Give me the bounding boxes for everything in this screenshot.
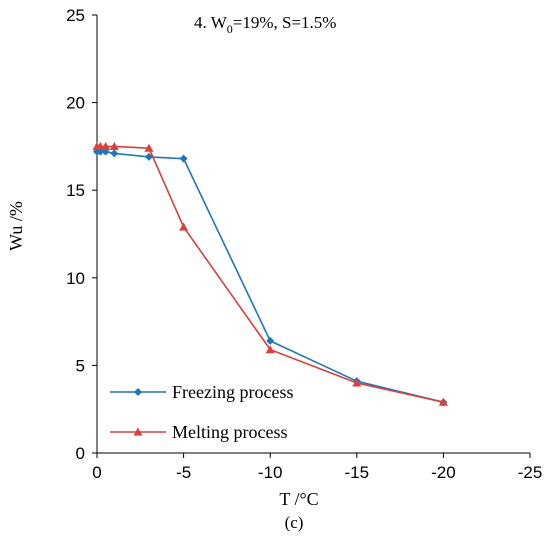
- data-point: [352, 378, 362, 387]
- legend-label: Melting process: [172, 422, 287, 442]
- data-point: [144, 143, 154, 152]
- annotation-subscript: 0: [227, 22, 233, 36]
- legend-item-freezing: Freezing process: [110, 382, 293, 402]
- data-point: [265, 345, 275, 354]
- chart-annotation: 4. W0=19%, S=1.5%: [194, 13, 336, 36]
- x-tick-label: -15: [345, 463, 370, 482]
- x-tick-label: 0: [92, 463, 101, 482]
- legend-label: Freezing process: [172, 382, 293, 402]
- y-tick-label: 25: [66, 6, 85, 25]
- annotation-lead: 4. W: [194, 13, 228, 32]
- y-tick-label: 15: [66, 181, 85, 200]
- y-tick-label: 0: [76, 444, 85, 463]
- y-axis-title: Wu /%: [6, 201, 26, 251]
- x-tick-label: -10: [258, 463, 283, 482]
- data-point: [266, 336, 275, 345]
- data-point: [179, 222, 189, 231]
- series-layer: [92, 141, 448, 407]
- legend: Freezing process Melting process: [110, 382, 293, 442]
- x-tick-label: -20: [431, 463, 456, 482]
- y-tick-label: 5: [76, 356, 85, 375]
- data-point: [110, 149, 119, 158]
- series-line: [97, 150, 444, 403]
- legend-swatch-marker: [133, 427, 143, 436]
- data-point: [144, 152, 153, 161]
- data-point: [109, 141, 119, 150]
- annotation-tail: =19%, S=1.5%: [233, 13, 337, 32]
- y-tick-label: 10: [66, 269, 85, 288]
- x-tick-label: -25: [518, 463, 543, 482]
- x-tick-label: -5: [176, 463, 191, 482]
- x-axis-title: T /°C: [279, 489, 318, 509]
- legend-item-melting: Melting process: [110, 422, 287, 442]
- series-melting: [92, 141, 448, 406]
- series-line: [97, 145, 444, 403]
- data-point: [101, 141, 111, 150]
- legend-swatch-marker: [134, 388, 142, 396]
- y-tick-label: 20: [66, 94, 85, 113]
- data-point: [179, 154, 188, 163]
- figure-caption: (c): [285, 513, 304, 532]
- tick-labels: 0 5 10 15 20 25 0 -5 -10 -15 -20 -25: [66, 6, 542, 482]
- series-freezing: [93, 147, 448, 407]
- data-point: [438, 397, 448, 406]
- axes: [92, 14, 531, 458]
